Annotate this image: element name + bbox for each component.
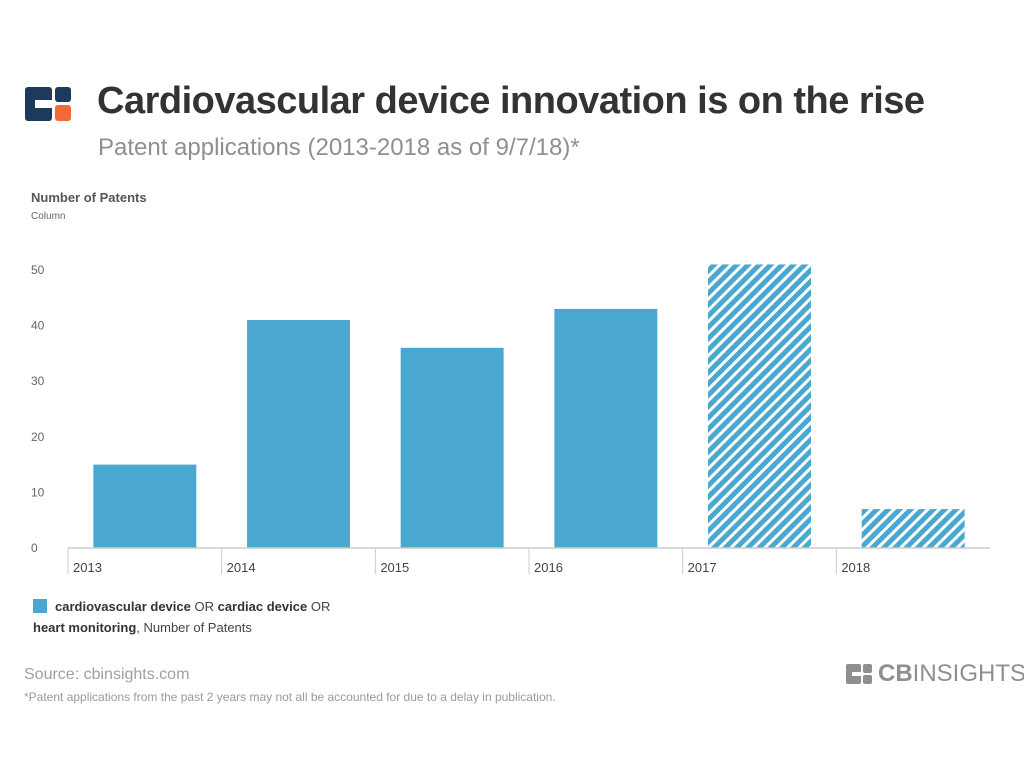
brand-cb: CB [878, 660, 913, 687]
legend-term-2: cardiac device [217, 599, 308, 614]
legend-term-3: heart monitoring [33, 620, 137, 635]
y-tick-label: 0 [31, 541, 38, 555]
bar-2017 [708, 264, 811, 548]
source-text: Source: cbinsights.com [24, 666, 190, 683]
y-axis-title: Number of Patents [31, 190, 147, 205]
chart-legend: cardiovascular device OR cardiac device … [33, 596, 413, 638]
x-tick-label: 2018 [841, 560, 870, 575]
legend-term-1: cardiovascular device [55, 599, 191, 614]
page-title: Cardiovascular device innovation is on t… [97, 80, 925, 122]
y-axis-subtitle: Column [31, 211, 66, 222]
x-tick-label: 2013 [73, 560, 102, 575]
legend-operator-2: OR [307, 599, 331, 614]
legend-operator-1: OR [190, 599, 218, 614]
bar-2018 [861, 509, 965, 548]
y-tick-label: 50 [31, 263, 45, 277]
x-tick-label: 2015 [380, 560, 409, 575]
y-tick-label: 10 [31, 485, 45, 499]
brand-logo: CB INSIGHTS [846, 660, 1024, 688]
bar-2016 [554, 308, 658, 548]
legend-tail: , Number of Patents [136, 620, 252, 635]
y-tick-label: 20 [31, 430, 45, 444]
cb-insights-logo [25, 87, 71, 121]
page-subtitle: Patent applications (2013-2018 as of 9/7… [98, 134, 580, 161]
y-tick-label: 40 [31, 319, 45, 333]
bar-2015 [400, 347, 504, 548]
x-tick-label: 2014 [227, 560, 256, 575]
bar-2013 [93, 464, 197, 548]
legend-swatch [33, 599, 47, 613]
cb-brand-icon [846, 664, 872, 684]
footnote-text: *Patent applications from the past 2 yea… [24, 690, 556, 704]
bar-2014 [247, 320, 350, 548]
x-tick-label: 2017 [688, 560, 717, 575]
brand-insights: INSIGHTS [912, 660, 1024, 687]
x-tick-label: 2016 [534, 560, 563, 575]
y-tick-label: 30 [31, 374, 45, 388]
bar-chart: 0 10 20 30 40 50 2013 2014 2015 2016 2017 2018 [31, 263, 990, 575]
